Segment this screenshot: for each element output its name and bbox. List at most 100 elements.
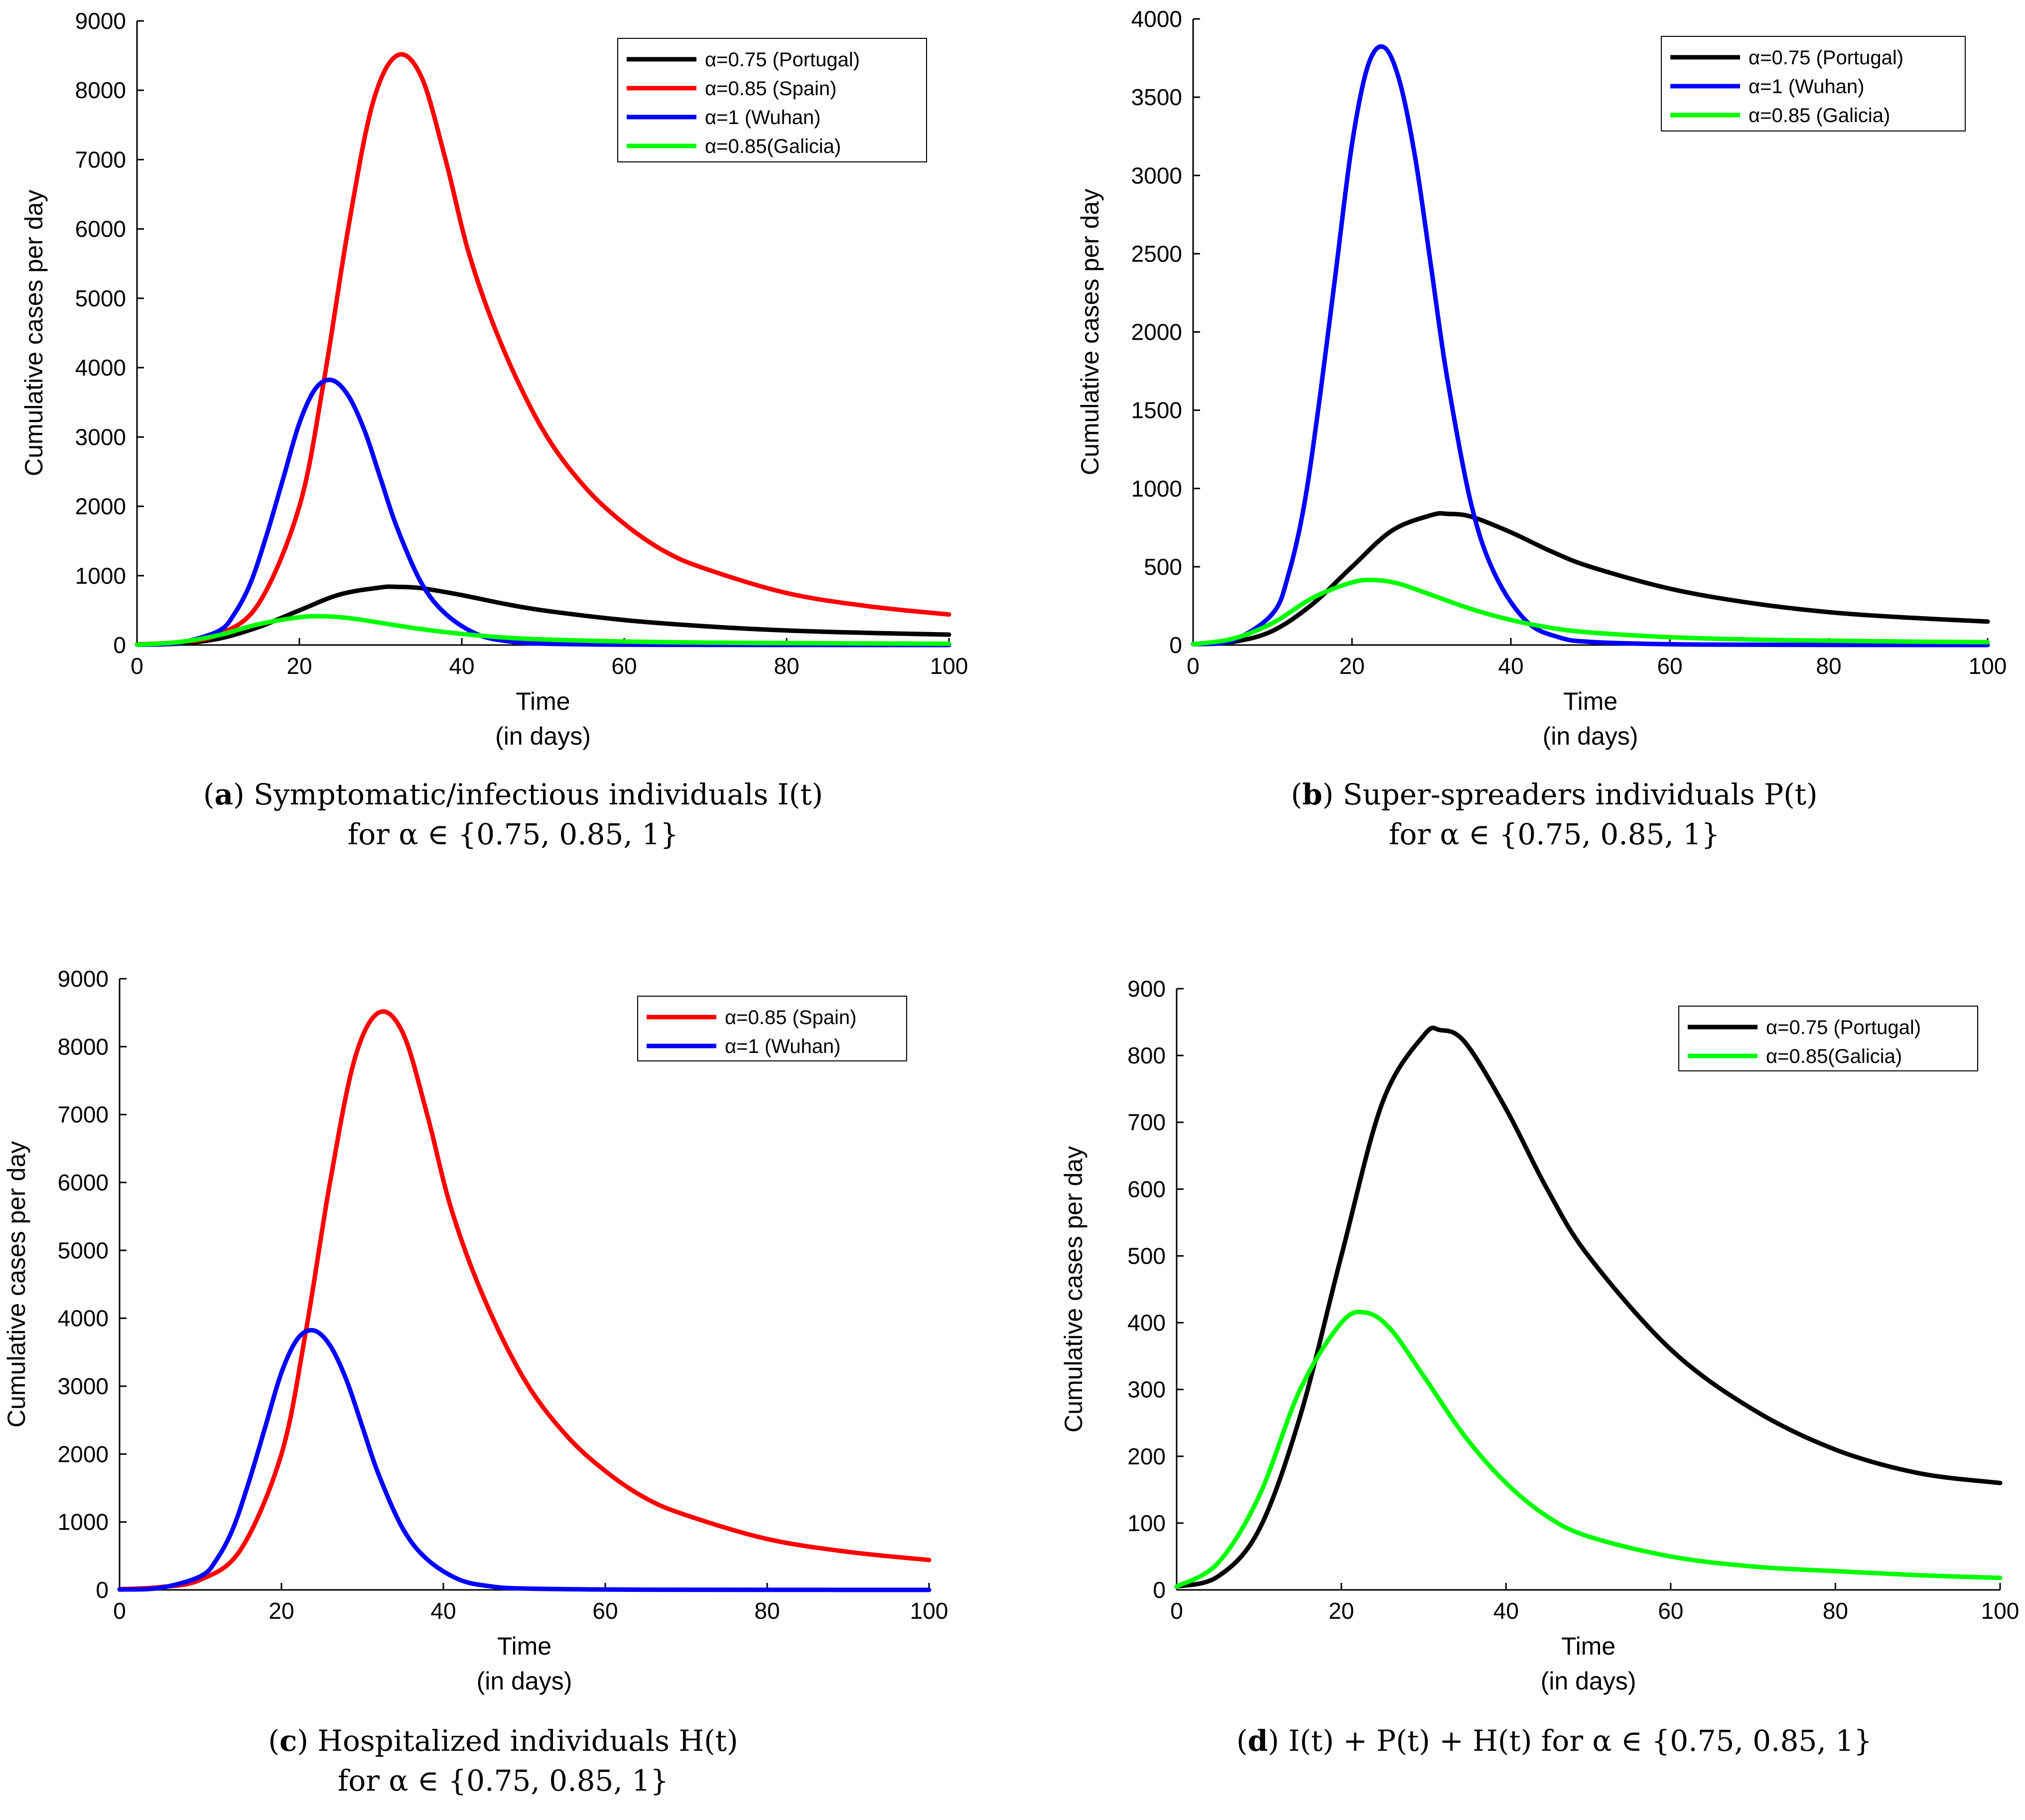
legend-entry: α=0.85(Galicia) [705, 135, 841, 157]
chart-c: 0 20 40 60 80 1000100020003000400050006000700… [2, 966, 948, 1695]
y-tick-label: 1000 [1131, 476, 1182, 502]
x-tick-label: 60 [1658, 1598, 1683, 1624]
x-tick-label: 80 [1816, 653, 1841, 679]
y-axis-label: Cumulative cases per day [1060, 1146, 1087, 1432]
x-tick-label: 40 [430, 1598, 456, 1624]
series-line-2 [117, 1328, 932, 1592]
x-axis-label: Time [497, 1632, 551, 1660]
legend-entry: α=0.75 (Portugal) [705, 49, 860, 71]
caption-c: (c) Hospitalized individuals H(t) for α … [268, 1724, 738, 1798]
y-tick-label: 5000 [58, 1237, 109, 1263]
y-tick-label: 200 [1127, 1443, 1166, 1469]
x-tick-label: 20 [1339, 653, 1364, 679]
y-tick-label: 3000 [1131, 162, 1182, 188]
x-tick-label: 60 [1657, 653, 1682, 679]
x-tick-label: 80 [1823, 1598, 1848, 1624]
x-axis-label: Time [1563, 687, 1618, 715]
series-line-1 [117, 1009, 932, 1592]
legend: α=0.75 (Portugal) α=0.85 (Spain) α=1 (Wuha… [617, 38, 927, 162]
legend-entry: α=0.75 (Portugal) [1749, 47, 1903, 69]
legend-box [1678, 1006, 1978, 1071]
x-tick-label: 0 [1187, 653, 1200, 679]
series-line-3 [1191, 577, 1990, 647]
x-axis-sublabel: (in days) [495, 722, 591, 750]
y-tick-label: 800 [1127, 1042, 1166, 1068]
x-tick-label: 40 [449, 653, 474, 679]
y-tick-label: 3500 [1131, 84, 1182, 110]
legend-entry: α=0.85 (Spain) [705, 78, 836, 100]
y-tick-label: 0 [113, 632, 126, 658]
legend-entry: α=0.75 (Portugal) [1766, 1017, 1921, 1039]
series-line-2 [1174, 1309, 2003, 1589]
y-tick-label: 4000 [1131, 6, 1182, 32]
legend-entry: α=0.85 (Galicia) [1749, 105, 1890, 127]
series-line-4 [135, 614, 951, 647]
x-tick-label: 100 [910, 1598, 948, 1624]
x-axis-sublabel: (in days) [1541, 1667, 1636, 1695]
y-tick-label: 1000 [75, 563, 126, 589]
chart-d: 0 20 40 60 80 100 0 100 200 300 400 500 600 700 800 900… [1060, 976, 2019, 1695]
legend: α=0.85 (Spain) α=1 (Wuhan) [637, 996, 907, 1061]
y-tick-label: 3000 [75, 424, 126, 450]
x-tick-label: 40 [1493, 1598, 1519, 1624]
caption-b: (b) Super-spreaders individuals P(t) for… [1291, 778, 1818, 851]
x-axis-sublabel: (in days) [477, 1667, 572, 1695]
y-tick-label: 5000 [75, 285, 126, 311]
series-line-2 [135, 52, 951, 647]
y-tick-label: 2000 [58, 1441, 109, 1467]
y-axis-label: Cumulative cases per day [20, 190, 48, 476]
x-tick-label: 60 [592, 1598, 618, 1624]
y-tick-label: 6000 [58, 1170, 109, 1195]
x-tick-label: 100 [1981, 1598, 2020, 1624]
y-tick-label: 0 [1169, 632, 1182, 658]
x-tick-label: 20 [1329, 1598, 1354, 1624]
y-tick-label: 4000 [75, 355, 126, 381]
y-tick-label: 500 [1127, 1243, 1166, 1269]
y-tick-label: 2000 [1131, 319, 1182, 345]
legend: α=0.75 (Portugal) α=0.85(Galicia) [1678, 1006, 1978, 1071]
x-tick-label: 80 [774, 653, 799, 679]
legend-entry: α=1 (Wuhan) [725, 1036, 841, 1057]
y-tick-label: 0 [1153, 1577, 1166, 1603]
caption-a: (a) Symptomatic/infectious individuals I… [203, 778, 823, 851]
y-axis-label: Cumulative cases per day [1076, 189, 1104, 475]
y-tick-label: 7000 [75, 146, 126, 172]
caption-d: (d) I(t) + P(t) + H(t) for α ∈ {0.75, 0.… [1236, 1724, 1873, 1758]
series-line-1 [1174, 1026, 2003, 1589]
y-tick-label: 9000 [75, 8, 126, 34]
x-tick-label: 100 [930, 653, 968, 679]
legend-entry: α=1 (Wuhan) [1749, 76, 1865, 98]
legend-entry: α=0.85 (Spain) [725, 1007, 856, 1029]
x-tick-label: 100 [1969, 653, 2007, 679]
x-axis-label: Time [1561, 1632, 1616, 1660]
legend-box [637, 996, 907, 1061]
y-tick-label: 2000 [75, 494, 126, 520]
y-tick-label: 2500 [1131, 241, 1182, 266]
series-line-1 [135, 584, 951, 647]
x-axis-sublabel: (in days) [1543, 722, 1638, 750]
chart-a: 0 20 40 60 80 1000100020003000400050006000700… [20, 8, 968, 750]
legend: α=0.75 (Portugal) α=1 (Wuhan) α=0.85 (Gali… [1661, 36, 1966, 131]
legend-entry: α=0.85(Galicia) [1766, 1045, 1902, 1067]
y-tick-label: 400 [1127, 1310, 1166, 1336]
x-tick-label: 40 [1498, 653, 1523, 679]
y-tick-label: 1000 [58, 1509, 109, 1535]
x-tick-label: 0 [113, 1598, 126, 1624]
x-axis-label: Time [516, 687, 570, 715]
chart-b: 0 20 40 60 80 1000500100015002000250030003500… [1076, 6, 2007, 750]
x-tick-label: 0 [131, 653, 143, 679]
y-tick-label: 1500 [1131, 397, 1182, 423]
y-tick-label: 8000 [75, 77, 126, 103]
y-tick-label: 6000 [75, 216, 126, 242]
y-tick-label: 0 [96, 1577, 109, 1603]
y-tick-label: 9000 [58, 966, 109, 992]
series-line-1 [1191, 511, 1990, 647]
y-axis-label: Cumulative cases per day [2, 1141, 30, 1428]
x-tick-label: 20 [269, 1598, 294, 1624]
y-tick-label: 8000 [58, 1034, 109, 1059]
x-tick-label: 20 [286, 653, 312, 679]
y-tick-label: 7000 [58, 1102, 109, 1128]
y-tick-label: 300 [1127, 1377, 1166, 1403]
y-tick-label: 3000 [58, 1373, 109, 1399]
